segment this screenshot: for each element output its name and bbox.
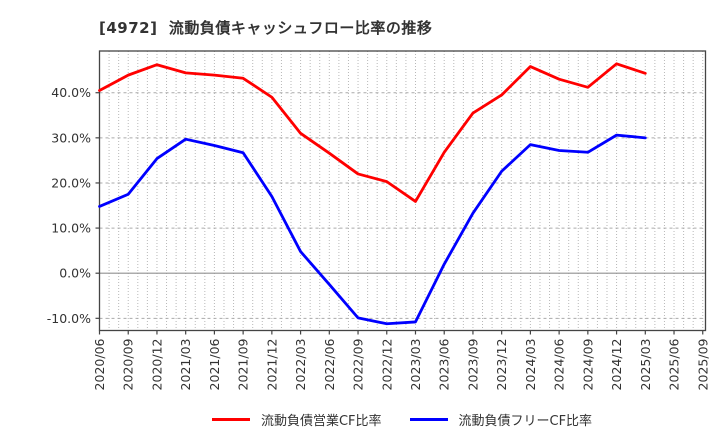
plot-border [98,50,707,332]
red-line-marker [211,417,250,421]
x-axis-label: 2023/06 [437,338,452,390]
chart-title: [4972] 流動負債キャッシュフロー比率の推移 [99,19,433,37]
x-axis-label: 2022/12 [379,339,394,391]
y-axis-label: -10.0% [47,311,91,326]
x-axis-label: 2021/09 [236,338,251,390]
x-axis-label: 2020/12 [149,339,164,391]
x-axis-label: 2025/06 [667,338,682,390]
x-axis-label: 2023/12 [494,338,509,390]
x-axis-label: 2024/09 [580,338,595,390]
legend-item-free-cf-ratio: 流動負債フリーCF比率 [409,410,593,429]
legend-item-operating-cf-ratio: 流動負債営業CF比率 [211,410,382,429]
x-axis-label: 2025/09 [695,338,710,390]
x-axis-label: 2021/03 [178,339,193,391]
blue-line-marker [409,417,448,421]
x-axis-label: 2023/09 [465,338,480,390]
x-axis-label: 2022/09 [351,338,366,390]
x-axis-label: 2020/09 [121,338,136,390]
y-axis-label: 40.0% [51,85,91,100]
legend-label-free-cf-ratio: 流動負債フリーCF比率 [458,413,593,429]
x-axis-label: 2024/12 [609,339,624,391]
x-axis-label: 2020/06 [92,338,107,390]
series-line-operating-cf [98,62,647,203]
x-axis-label: 2024/06 [552,338,567,390]
x-axis-label: 2022/03 [293,339,308,391]
x-axis-label: 2023/03 [408,339,423,391]
series-line-free-cf [98,133,647,326]
y-axis-label: 30.0% [51,130,91,145]
x-axis-label: 2021/12 [264,339,279,391]
x-axis-label: 2025/03 [638,339,653,391]
y-axis-label: 20.0% [51,175,91,190]
x-axis-label: 2022/06 [322,338,337,390]
x-axis-label: 2024/03 [523,339,538,391]
legend: 流動負債営業CF比率 流動負債フリーCF比率 [99,406,705,432]
y-axis-label: 10.0% [51,221,91,236]
y-axis-label: 0.0% [59,266,91,281]
legend-label-operating-cf-ratio: 流動負債営業CF比率 [260,413,382,429]
x-axis-label: 2021/06 [207,338,222,390]
